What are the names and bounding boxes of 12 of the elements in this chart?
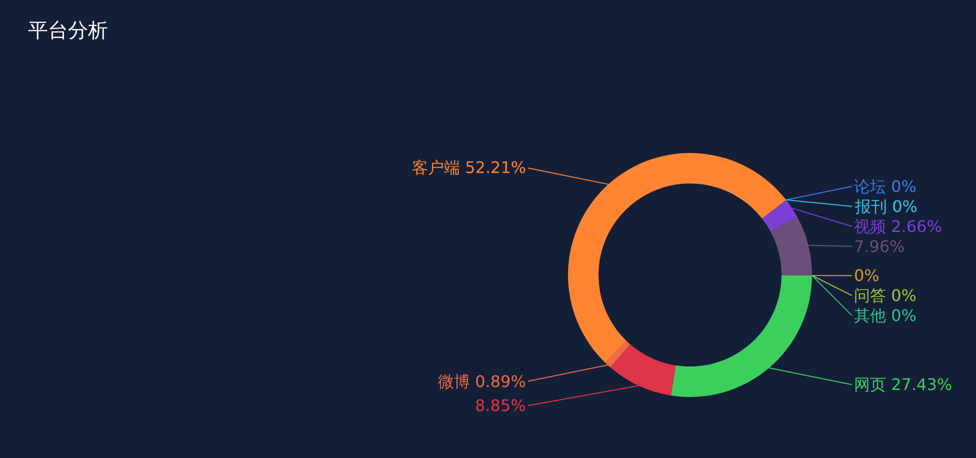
category-label: 其他 0% <box>854 306 916 325</box>
text: 平台分析 <box>28 18 108 42</box>
data-label: 8.85% <box>475 396 526 415</box>
slice-label: 微博 0.89% <box>438 372 526 391</box>
text: 0% <box>854 266 880 285</box>
legend-label: 问答 0% <box>854 286 916 305</box>
slice-label: 网页 27.43% <box>854 375 952 394</box>
legend-label: 报刊 0% <box>854 197 918 216</box>
slice-label: 视频 2.66% <box>854 217 942 236</box>
data-label: 7.96% <box>854 237 905 256</box>
slice-label: 客户端 52.21% <box>412 158 526 177</box>
legend-label: 论坛 0% <box>854 177 916 196</box>
